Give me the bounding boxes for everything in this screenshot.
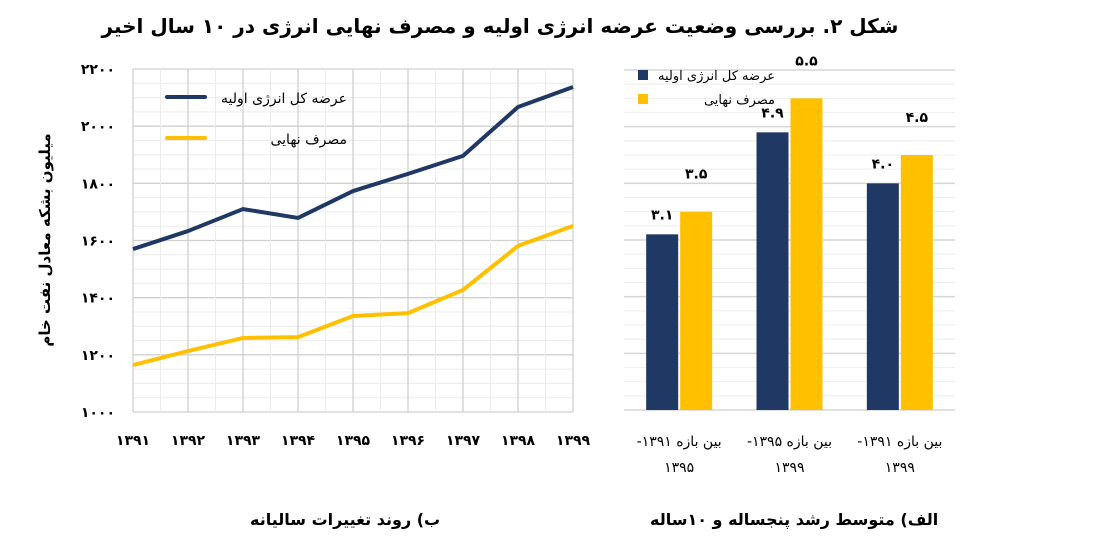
legend-label: مصرف نهایی <box>704 93 775 108</box>
x-tick-label: ۱۳۹۵ <box>336 433 371 449</box>
x-tick-label: ۱۳۹۹ <box>556 433 591 449</box>
data-label: ۳.۱ <box>651 207 673 223</box>
y-tick-label: ۱۲۰۰ <box>81 348 115 364</box>
bar <box>646 234 679 410</box>
data-label: ۵.۵ <box>795 53 818 69</box>
y-axis-label: میلیون بشکه معادل نفت خام <box>36 133 54 346</box>
y-tick-label: ۲۰۰۰ <box>81 119 115 135</box>
bar <box>790 98 823 410</box>
legend-label: عرضه کل انرژی اولیه <box>221 91 347 107</box>
figure-title: شکل ۲. بررسی وضعیت عرضه انرژی اولیه و مص… <box>101 14 899 38</box>
x-tick-label: ۱۳۹۴ <box>281 433 316 449</box>
x-category-label: بین بازه ۱۳۹۱- <box>857 434 942 450</box>
bar <box>756 132 789 411</box>
x-category-label: ۱۳۹۹ <box>885 460 915 476</box>
y-tick-label: ۱۸۰۰ <box>81 176 115 192</box>
x-tick-label: ۱۳۹۸ <box>501 433 536 449</box>
bar <box>680 211 713 410</box>
y-tick-label: ۱۶۰۰ <box>81 234 115 250</box>
data-label: ۴.۹ <box>761 105 784 121</box>
x-category-label: بین بازه ۱۳۹۵- <box>747 434 832 450</box>
data-label: ۳.۵ <box>685 167 708 183</box>
y-tick-label: ۲۲۰۰ <box>81 62 115 78</box>
bar <box>900 155 933 410</box>
x-tick-label: ۱۳۹۳ <box>226 433 261 449</box>
x-tick-label: ۱۳۹۶ <box>391 433 425 449</box>
line-chart-subtitle: ب) روند تغییرات سالیانه <box>250 510 441 529</box>
x-tick-label: ۱۳۹۱ <box>116 433 150 449</box>
x-category-label: ۱۳۹۹ <box>774 460 804 476</box>
data-label: ۴.۵ <box>906 110 929 126</box>
legend-label: مصرف نهایی <box>270 132 347 148</box>
x-tick-label: ۱۳۹۲ <box>171 433 206 449</box>
x-category-label: ۱۳۹۵ <box>664 460 694 476</box>
data-label: ۴.۰ <box>872 156 894 172</box>
bar <box>866 183 899 410</box>
legend-label: عرضه کل انرژی اولیه <box>658 69 775 84</box>
legend-swatch <box>638 94 648 104</box>
x-category-label: بین بازه ۱۳۹۱- <box>637 434 722 450</box>
x-tick-label: ۱۳۹۷ <box>446 433 481 449</box>
bar-chart-subtitle: الف) متوسط رشد پنجساله و ۱۰ساله <box>650 510 939 529</box>
legend-swatch <box>638 70 648 80</box>
y-tick-label: ۱۰۰۰ <box>81 405 115 421</box>
y-tick-label: ۱۴۰۰ <box>81 291 115 307</box>
